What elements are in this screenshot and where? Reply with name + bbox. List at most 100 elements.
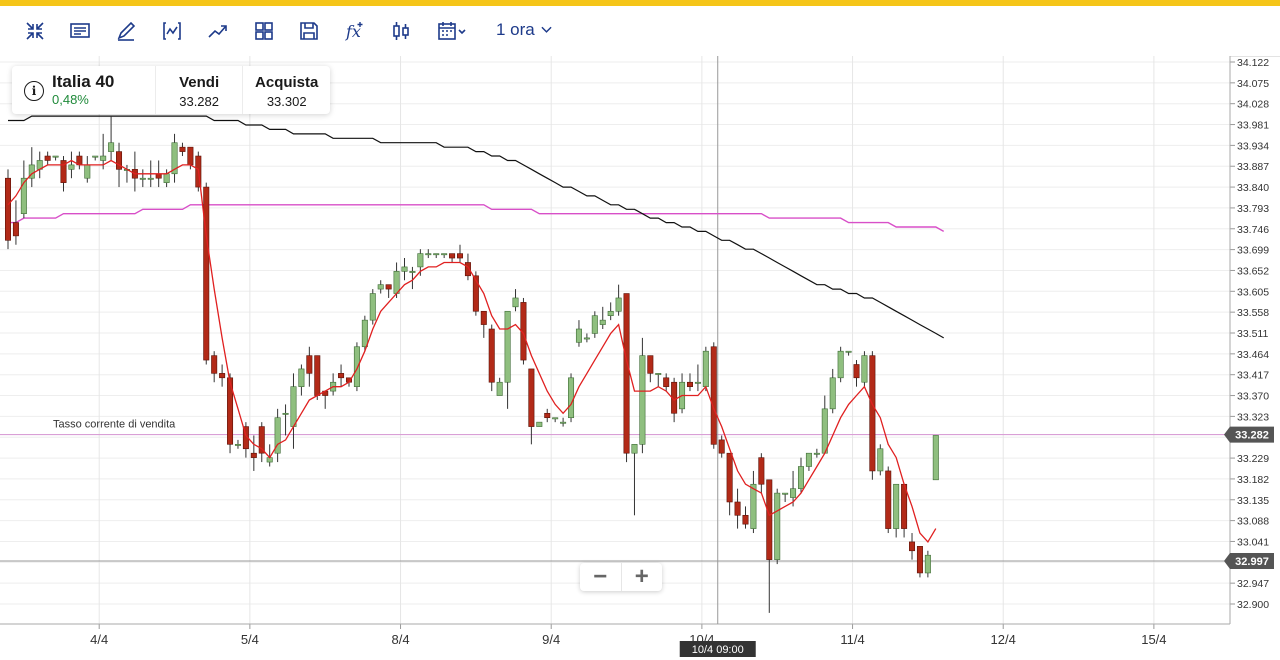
candle-body: [845, 350, 852, 353]
candle-body: [274, 417, 281, 454]
candle-body: [560, 421, 567, 424]
candle-body: [472, 275, 479, 312]
candle-body: [480, 310, 487, 325]
sell-price: 33.282: [179, 94, 219, 109]
candle-body: [758, 457, 765, 485]
candle-body: [782, 492, 789, 495]
candle-body: [885, 470, 892, 529]
candle-body: [718, 439, 725, 454]
candle-body: [409, 271, 416, 273]
candle-body: [496, 381, 503, 396]
x-tick-label: 12/4: [991, 632, 1016, 647]
sell-price-tag: 33.282: [1235, 430, 1269, 442]
calendar-dropdown-icon[interactable]: [432, 16, 472, 46]
moving-average-long-line: [8, 204, 945, 233]
sell-label: Vendi: [179, 74, 220, 91]
candle-body: [797, 466, 804, 489]
y-tick-label: 33.323: [1237, 411, 1269, 423]
candle-body: [290, 386, 297, 427]
x-tick-label: 8/4: [391, 632, 409, 647]
sell-rate-label: Tasso corrente di vendita: [53, 419, 176, 431]
candle-body: [163, 173, 170, 183]
candle-body: [393, 271, 400, 294]
candle-body: [44, 155, 51, 161]
y-tick-label: 33.746: [1237, 224, 1269, 236]
candle-body: [805, 452, 812, 467]
candle-body: [607, 310, 614, 317]
instrument-info-card: i Italia 40 0,48% Vendi 33.282 Acquista …: [12, 66, 330, 114]
y-tick-label: 33.229: [1237, 453, 1269, 465]
notes-icon[interactable]: [65, 16, 95, 46]
candle-body: [92, 155, 99, 158]
candle-body: [219, 373, 226, 379]
x-tick-label: 5/4: [241, 632, 259, 647]
candle-body: [829, 377, 836, 410]
candle-body: [139, 177, 146, 180]
y-tick-label: 33.840: [1237, 182, 1269, 194]
candle-body: [655, 373, 662, 375]
info-icon[interactable]: i: [24, 81, 44, 101]
candle-body: [401, 266, 408, 272]
y-tick-label: 33.699: [1237, 245, 1269, 257]
x-tick-label: 9/4: [542, 632, 560, 647]
trend-icon[interactable]: [203, 16, 233, 46]
candle-body: [338, 373, 345, 379]
x-tick-label: 11/4: [840, 632, 864, 647]
y-tick-label: 33.464: [1237, 349, 1269, 361]
y-tick-label: 34.028: [1237, 99, 1269, 111]
y-tick-label: 32.900: [1237, 599, 1269, 611]
candle-body: [234, 444, 241, 446]
buy-button[interactable]: Acquista 33.302: [243, 66, 330, 114]
candle-body: [361, 319, 368, 348]
candle-body: [932, 435, 939, 481]
candle-body: [663, 377, 670, 387]
candle-body: [813, 452, 820, 455]
plot-area: [0, 56, 1230, 624]
layout-grid-icon[interactable]: [249, 16, 279, 46]
zoom-controls: − +: [580, 563, 662, 591]
zoom-in-button[interactable]: +: [634, 563, 649, 590]
price-chart[interactable]: 34.122 34.075 34.028 33.981 33.934 33.887 33.8…: [0, 56, 1280, 660]
candle-body: [726, 452, 733, 503]
candle-body: [116, 151, 123, 170]
candle-body: [686, 381, 693, 387]
draw-pencil-icon[interactable]: [111, 16, 141, 46]
candle-body: [369, 293, 376, 321]
y-tick-label: 33.182: [1237, 474, 1269, 486]
y-tick-label: 33.558: [1237, 307, 1269, 319]
candle-body: [568, 377, 575, 419]
sell-button[interactable]: Vendi 33.282: [156, 66, 244, 114]
zoom-out-button[interactable]: −: [580, 563, 622, 591]
candle-body: [171, 142, 178, 175]
candle-body: [924, 554, 931, 574]
candle-body: [615, 297, 622, 312]
instrument-summary: i Italia 40 0,48%: [12, 66, 156, 114]
candle-body: [821, 408, 828, 454]
candle-body: [84, 164, 91, 179]
y-tick-label: 32.947: [1237, 578, 1269, 590]
indicator-icon[interactable]: [157, 16, 187, 46]
candle-body: [591, 315, 598, 334]
chevron-down-icon: [541, 26, 552, 33]
candle-body: [853, 364, 860, 379]
candle-body: [179, 146, 186, 152]
candle-body: [694, 381, 701, 384]
shrink-icon[interactable]: [20, 16, 50, 46]
function-fx-icon[interactable]: fx: [340, 16, 370, 46]
interval-dropdown[interactable]: 1 ora: [496, 20, 552, 40]
candle-body: [441, 253, 448, 256]
candle-body: [869, 355, 876, 472]
candle-body: [417, 253, 424, 268]
y-tick-label: 33.981: [1237, 120, 1269, 132]
candle-body: [68, 164, 75, 170]
candle-body: [536, 421, 543, 427]
candle-body: [750, 483, 757, 529]
save-icon[interactable]: [294, 16, 324, 46]
buy-label: Acquista: [255, 74, 319, 91]
candle-body: [599, 319, 606, 325]
candle-body: [877, 448, 884, 472]
candlestick-icon[interactable]: [386, 16, 416, 46]
candle-body: [552, 417, 559, 420]
candle-body: [774, 492, 781, 560]
candle-body: [512, 297, 519, 308]
